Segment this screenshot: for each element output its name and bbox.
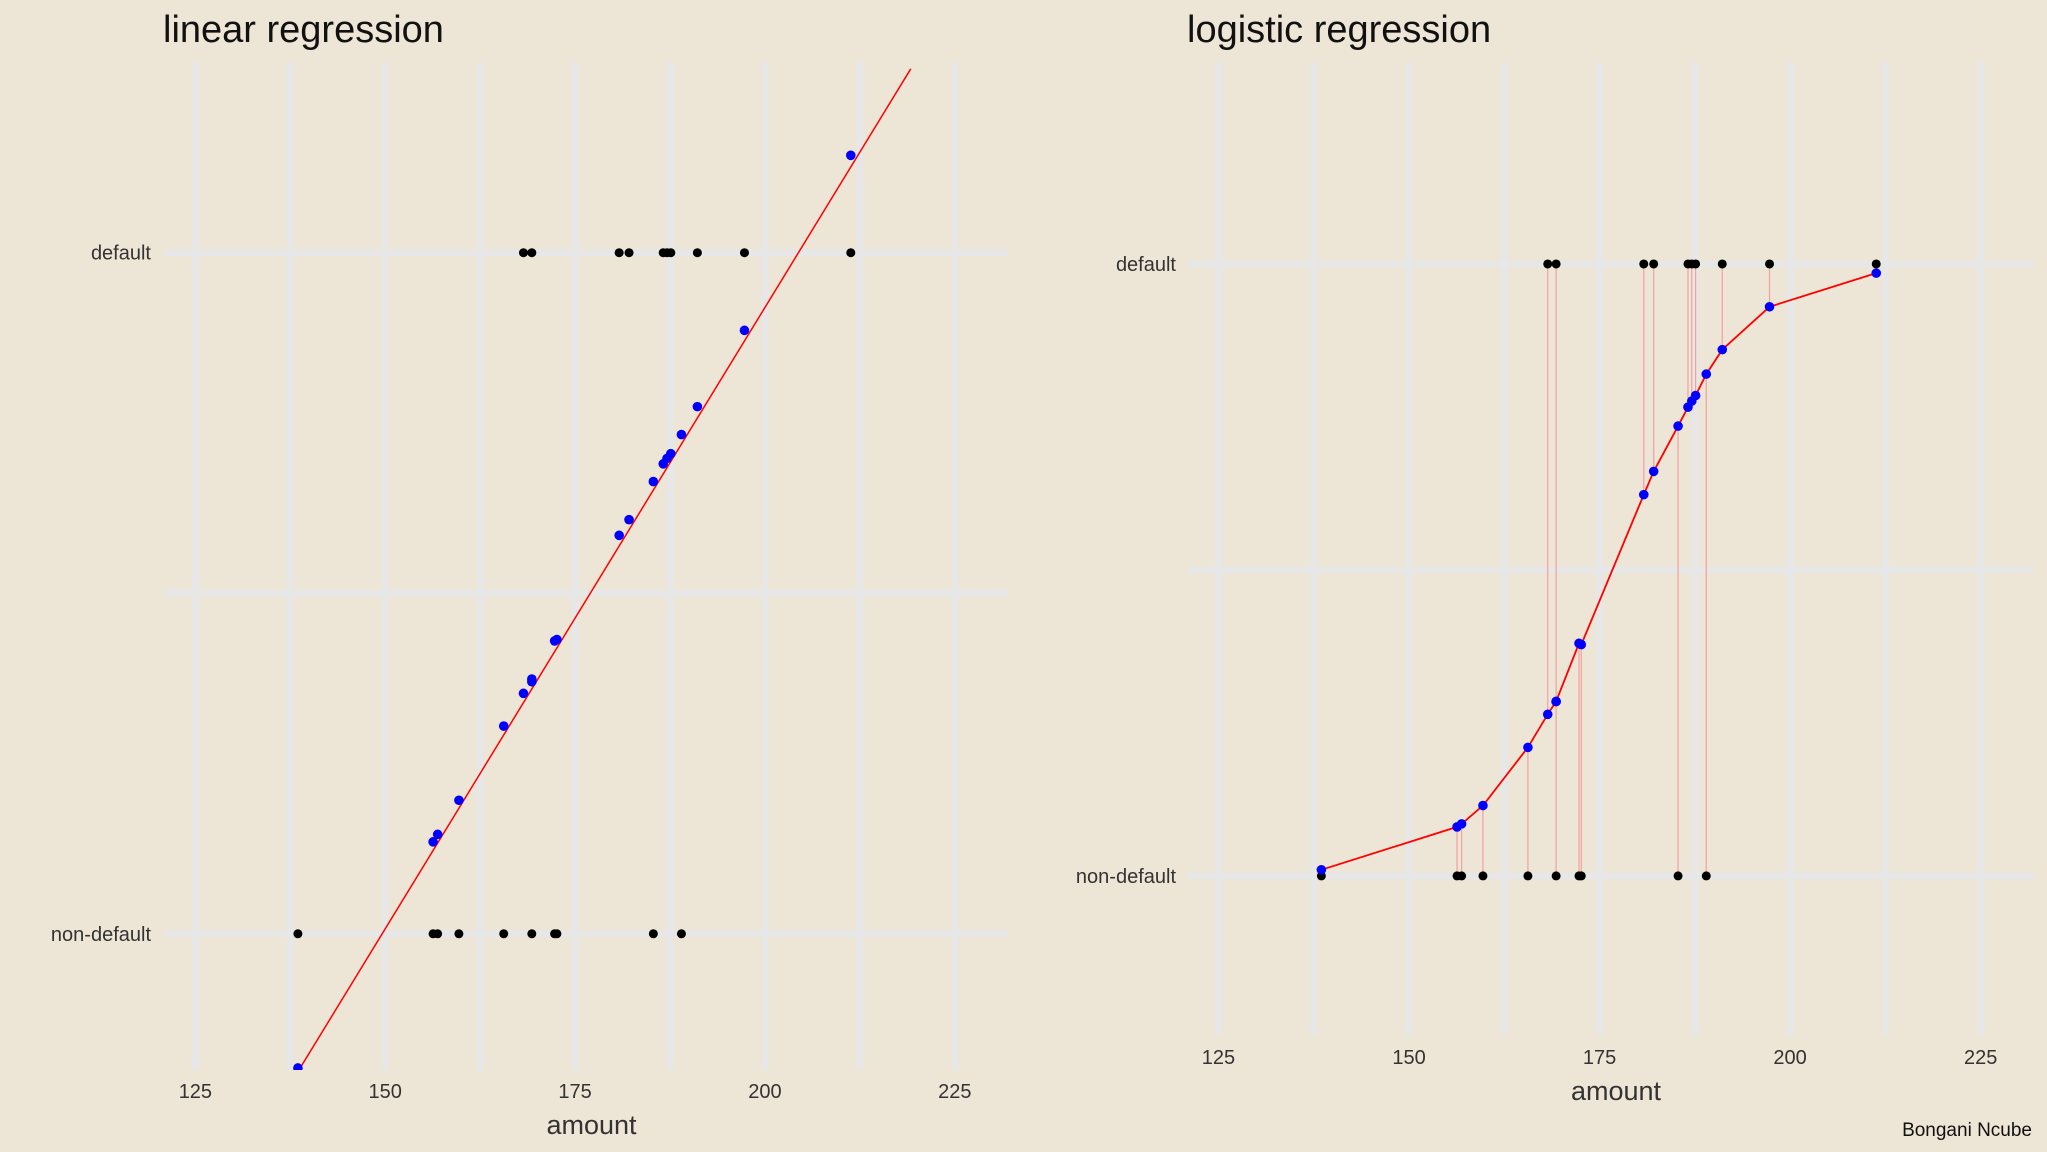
observed-point (499, 929, 509, 939)
observed-point (676, 929, 686, 939)
y-tick-label: non-default (51, 924, 152, 946)
fitted-point (1523, 742, 1533, 753)
observed-point (433, 929, 443, 939)
observed-point (518, 248, 528, 258)
plot-panel-2: 125 150 175 200 225 non-default default logisti… (1076, 9, 2034, 1106)
observed-point (614, 248, 624, 258)
fitted-point (1648, 466, 1659, 477)
chart-title: linear regression (163, 9, 444, 51)
x-tick-label: 225 (938, 1081, 971, 1103)
observed-point (1717, 259, 1727, 269)
fitted-point (666, 448, 676, 459)
x-tick-label: 150 (369, 1081, 402, 1103)
observed-point (1457, 871, 1467, 881)
observed-point (846, 248, 856, 258)
observed-point (1551, 259, 1561, 269)
fitted-point (1701, 369, 1712, 379)
fitted-point (432, 829, 443, 840)
fitted-point (552, 634, 562, 645)
observed-point (1576, 871, 1586, 881)
observed-point (454, 929, 464, 939)
fitted-point (527, 674, 537, 684)
plot-panel-1: 125 150 175 200 225 non-default default linear … (51, 9, 1008, 1140)
observed-point (1639, 259, 1649, 269)
chart-title: logistic regression (1187, 9, 1491, 51)
fitted-point (614, 530, 624, 541)
x-axis-label: amount (1571, 1076, 1662, 1106)
observed-point (1649, 259, 1659, 269)
observed-point (1871, 259, 1881, 269)
fitted-point (1871, 268, 1882, 278)
fitted-point (676, 429, 687, 440)
fitted-point (1542, 709, 1553, 720)
observed-point (1551, 871, 1561, 881)
x-tick-label: 175 (1583, 1047, 1616, 1069)
fitted-point (1576, 639, 1587, 650)
observed-point (692, 248, 702, 258)
observed-point (552, 929, 562, 939)
x-tick-label: 175 (558, 1081, 591, 1103)
fitted-point (428, 837, 438, 847)
observed-point (293, 929, 303, 939)
fitted-point (1717, 344, 1728, 355)
fitted-point (1456, 819, 1467, 829)
x-tick-label: 200 (748, 1081, 781, 1103)
plot-content (293, 68, 912, 1070)
observed-point (666, 248, 676, 258)
fitted-point (518, 688, 529, 699)
observed-point (1673, 871, 1683, 881)
fitted-point (845, 150, 856, 161)
x-tick-label: 125 (1202, 1047, 1235, 1069)
fitted-point (648, 476, 659, 487)
fitted-point (1478, 800, 1488, 811)
fitted-point (692, 401, 703, 412)
fitted-point (1638, 489, 1649, 500)
fitted-point (1690, 390, 1701, 401)
fitted-point (1764, 301, 1775, 312)
x-tick-label: 125 (179, 1081, 212, 1103)
x-tick-label: 150 (1392, 1047, 1425, 1069)
fitted-point (1316, 864, 1327, 875)
observed-point (648, 929, 658, 939)
observed-point (527, 929, 537, 939)
fitted-point (739, 325, 750, 336)
observed-point (1478, 871, 1488, 881)
fitted-point (1551, 696, 1561, 707)
observed-point (1765, 259, 1775, 269)
fitted-regression-line (298, 68, 912, 1070)
x-tick-label: 200 (1773, 1047, 1806, 1069)
fitted-point (454, 795, 464, 806)
y-tick-label: default (91, 243, 151, 265)
fitted-point (1673, 421, 1683, 431)
y-tick-label: non-default (1076, 866, 1177, 888)
y-tick-label: default (1116, 254, 1176, 276)
fitted-point (498, 721, 509, 731)
author-caption: Bongani Ncube (1902, 1120, 2032, 1141)
x-axis-label: amount (546, 1110, 637, 1140)
observed-point (1691, 259, 1701, 269)
observed-point (1543, 259, 1553, 269)
fitted-point (624, 514, 634, 525)
x-tick-label: 225 (1964, 1047, 1997, 1069)
fitted-point (293, 1063, 303, 1070)
observed-point (1701, 871, 1711, 881)
observed-point (624, 248, 634, 258)
plot-content (1316, 259, 1882, 881)
observed-point (527, 248, 537, 258)
observed-point (739, 248, 749, 258)
observed-point (1523, 871, 1533, 881)
